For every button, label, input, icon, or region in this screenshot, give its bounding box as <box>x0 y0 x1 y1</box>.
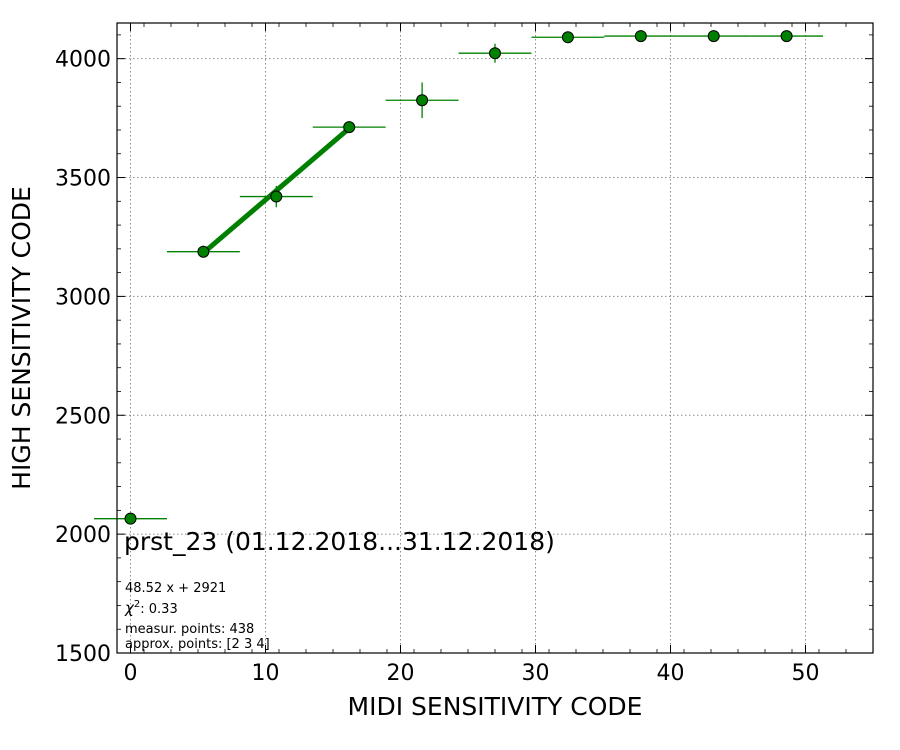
y-axis-label: HIGH SENSITIVITY CODE <box>7 186 36 490</box>
data-point <box>124 512 137 525</box>
data-point <box>416 94 429 107</box>
x-tick-label: 40 <box>657 661 685 686</box>
axis-ticks: 0 10 20 30 40 50 1500 2000 2500 3000 3500 4000 <box>55 23 874 686</box>
data-point <box>197 245 210 258</box>
data-point <box>561 31 574 44</box>
approx-points-list: approx. points: [2 3 4] <box>125 637 270 652</box>
x-tick-label: 30 <box>522 661 550 686</box>
data-point <box>270 190 283 203</box>
annotation-block: prst_23 (01.12.2018...31.12.2018) 48.52 … <box>124 527 555 652</box>
data-point <box>489 47 501 60</box>
chi-square-value: χ2: 0.33 <box>124 599 178 617</box>
y-tick-label: 4000 <box>55 48 111 73</box>
data-points-layer <box>94 30 824 525</box>
chart-annotation-title: prst_23 (01.12.2018...31.12.2018) <box>124 527 555 556</box>
chi-symbol: χ <box>124 599 135 617</box>
x-tick-label: 20 <box>387 661 415 686</box>
y-tick-label: 2500 <box>55 404 111 429</box>
chi-value: : 0.33 <box>140 602 177 617</box>
y-tick-label: 3500 <box>55 167 111 192</box>
grid-lines <box>117 23 873 654</box>
y-tick-label: 3000 <box>55 285 111 310</box>
x-tick-label: 50 <box>792 661 820 686</box>
x-axis-label: MIDI SENSITIVITY CODE <box>348 692 643 721</box>
measur-points-count: measur. points: 438 <box>125 622 254 637</box>
chi-power: 2 <box>134 599 140 610</box>
data-point <box>634 30 647 43</box>
data-point <box>780 30 793 43</box>
y-tick-label: 1500 <box>55 642 111 667</box>
data-point <box>707 30 720 43</box>
plot-frame <box>116 22 874 654</box>
y-tick-label: 2000 <box>55 523 111 548</box>
data-point <box>343 121 356 134</box>
fit-equation: 48.52 x + 2921 <box>125 581 226 596</box>
x-tick-label: 10 <box>252 661 280 686</box>
x-tick-label: 0 <box>124 661 138 686</box>
